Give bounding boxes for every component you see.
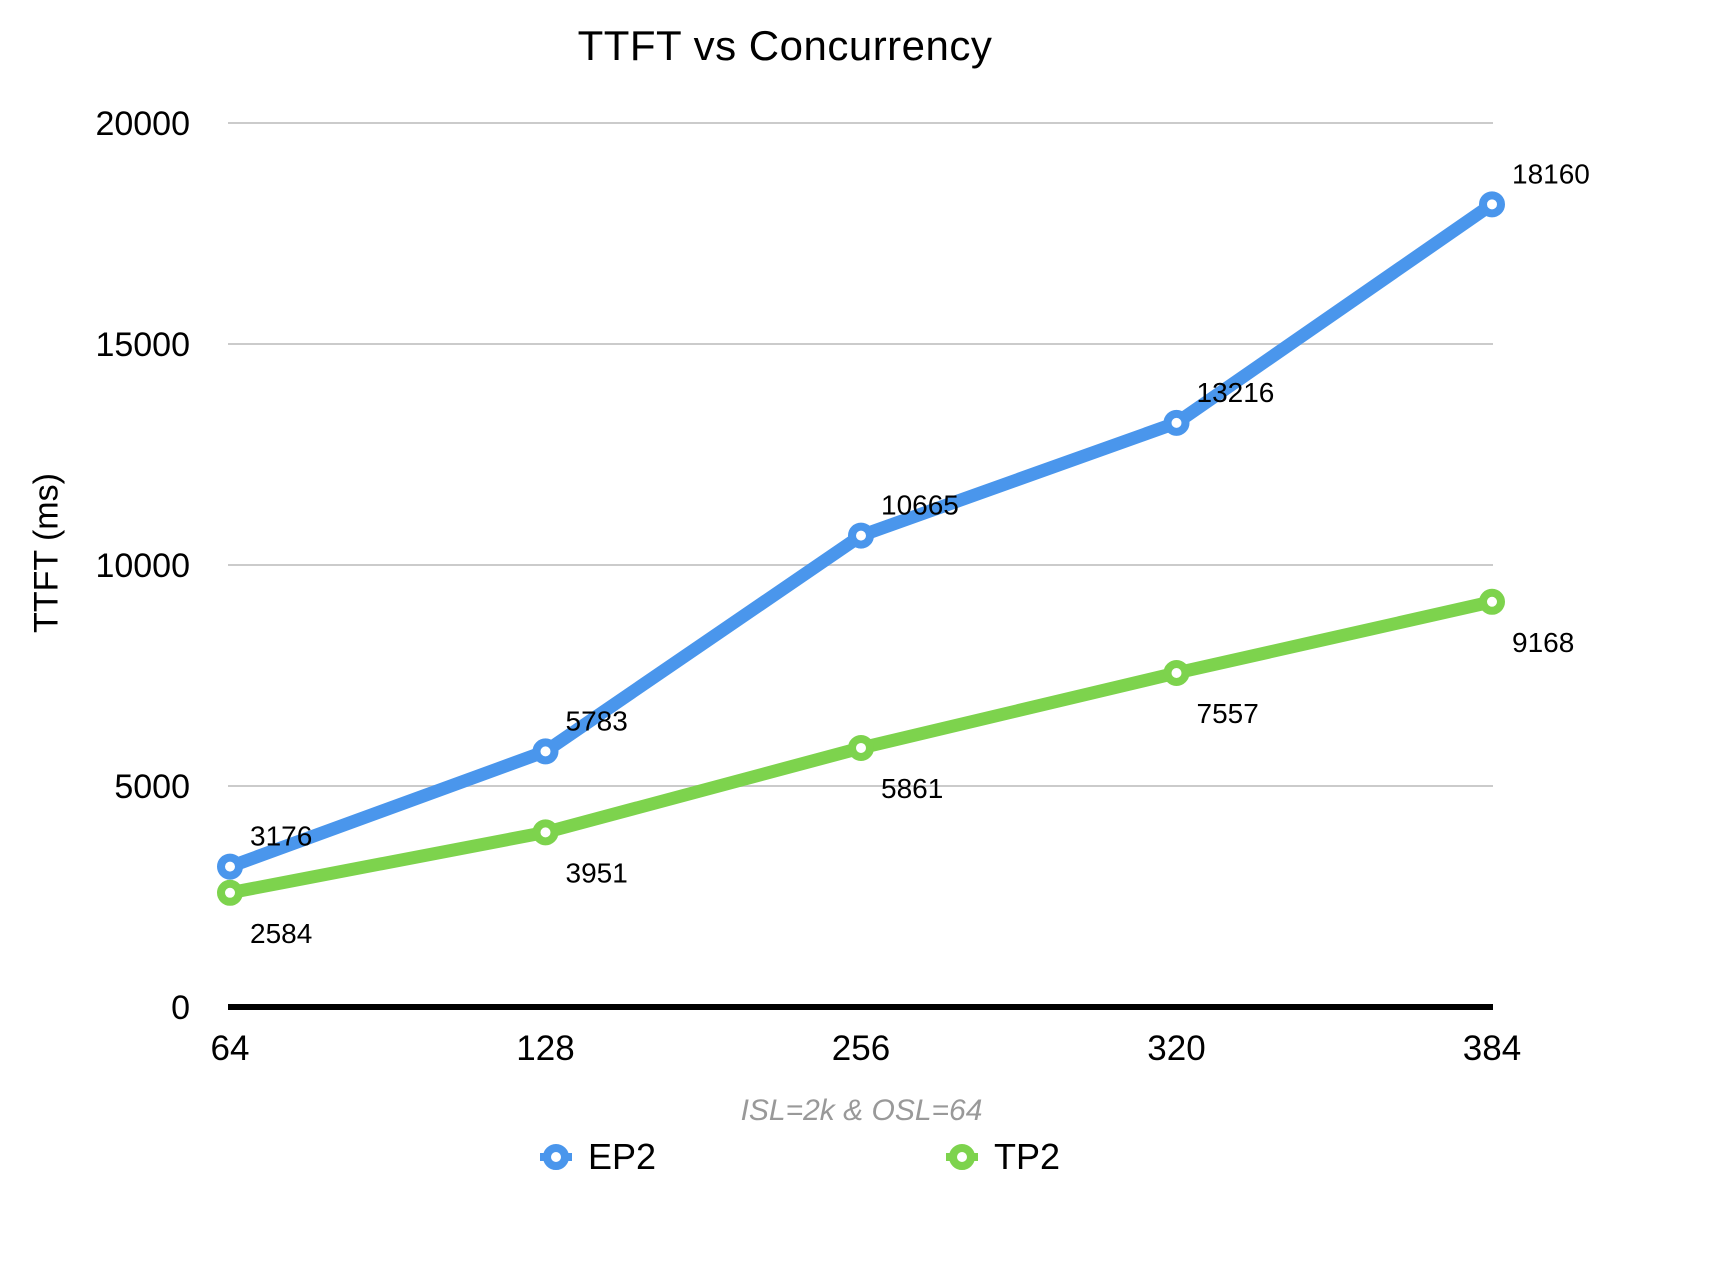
legend-label-tp2: TP2: [994, 1136, 1061, 1177]
data-point-tp2: [217, 879, 243, 906]
x-tick-label: 64: [211, 1029, 250, 1068]
data-label-tp2: 5861: [881, 773, 943, 804]
x-axis-subtitle: ISL=2k & OSL=64: [740, 1094, 983, 1127]
legend-item-ep2: EP2: [539, 1136, 656, 1178]
data-label-ep2: 10665: [881, 490, 959, 521]
data-point-ep2: [1163, 409, 1190, 436]
x-tick-label: 320: [1147, 1029, 1205, 1068]
y-tick-label: 5000: [114, 768, 190, 806]
y-tick-label: 20000: [95, 105, 190, 143]
data-point-tp2: [848, 734, 874, 761]
y-tick-label: 15000: [95, 326, 190, 364]
x-tick-label: 128: [516, 1029, 574, 1068]
legend-item-tp2: TP2: [946, 1136, 1060, 1178]
data-point-tp2: [1479, 588, 1505, 615]
data-label-ep2: 18160: [1512, 158, 1590, 189]
x-tick-label: 384: [1463, 1029, 1521, 1068]
data-label-ep2: 3176: [250, 821, 312, 852]
data-point-tp2: [532, 819, 559, 846]
data-label-tp2: 2584: [250, 918, 312, 949]
x-tick-label: 256: [832, 1029, 890, 1068]
chart-title: TTFT vs Concurrency: [577, 22, 993, 69]
y-tick-label: 10000: [95, 547, 190, 585]
data-label-tp2: 9168: [1512, 627, 1574, 658]
data-point-ep2: [848, 522, 874, 549]
line-marker-icon: [946, 1144, 978, 1170]
data-point-tp2: [1163, 659, 1190, 686]
data-point-ep2: [532, 738, 559, 765]
data-point-ep2: [217, 853, 243, 880]
data-label-tp2: 7557: [1197, 698, 1259, 729]
line-marker-icon: [539, 1144, 572, 1170]
data-point-ep2: [1479, 191, 1505, 218]
data-label-ep2: 13216: [1197, 377, 1275, 408]
legend-label-ep2: EP2: [587, 1136, 656, 1177]
data-label-tp2: 3951: [566, 857, 628, 888]
chart-legend: EP2 TP2: [100, 1136, 1500, 1178]
y-tick-label: 0: [171, 989, 190, 1027]
data-label-ep2: 5783: [566, 705, 628, 736]
